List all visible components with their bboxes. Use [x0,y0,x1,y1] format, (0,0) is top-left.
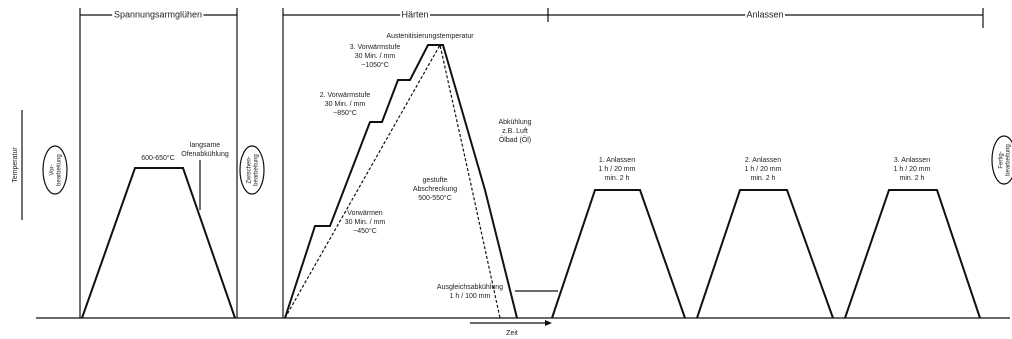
annotation: Ölbad (Öl) [499,136,531,144]
annotation: 1 h / 20 mm [745,166,782,173]
annotation: Vorwärmen [347,210,383,217]
stage-label: bearbeitung [254,154,260,186]
annotation: 500-550°C [418,194,452,202]
stage-label: Zwischen- [247,156,253,183]
annotation: min. 2 h [751,175,776,182]
stage-label: Fertig- [999,151,1005,168]
stage-label: bearbeitung [1006,144,1012,176]
annotation: min. 2 h [900,175,925,182]
stage-label: Vor- [50,164,56,175]
annotation: ~1050°C [361,61,389,69]
annotation: 2. Anlassen [745,157,781,164]
annotation: 1 h / 100 mm [450,293,491,300]
annotation: Abkühlung [498,119,531,126]
annotation: 1 h / 20 mm [599,166,636,173]
annotation: 30 Min. / mm [345,219,386,226]
annotation: 1. Anlassen [599,157,635,164]
annotation: 3. Vorwärmstufe [350,44,401,51]
annotation: min. 2 h [605,175,630,182]
section-title: Härten [401,9,428,19]
annotation: ~450°C [353,227,377,235]
section-title: Spannungsarmglühen [114,9,202,19]
x-axis-label: Zeit [506,330,518,337]
annotation: 600-650°C [141,154,175,162]
temperature-curves [81,43,981,319]
y-axis-label: Temperatur [12,147,19,183]
annotation: 3. Anlassen [894,157,930,164]
annotation: gestufte [423,177,448,184]
annotation: 30 Min. / mm [355,53,396,60]
annotation: Abschreckung [413,186,457,193]
stage-ellipses [42,135,1012,195]
section-title: Anlassen [746,9,783,19]
annotation: z.B. Luft [502,128,528,135]
annotation: Ausgleichsabkühlung [437,284,503,291]
frame [21,8,1010,326]
stage-label: bearbeitung [57,154,63,186]
annotation: Austenitisierungstemperatur [386,33,474,40]
annotation: Ofenabkühlung [181,151,229,158]
annotation: ~850°C [333,109,357,117]
annotation: 2. Vorwärmstufe [320,92,371,99]
annotation: langsame [190,142,220,149]
annotation: 1 h / 20 mm [894,166,931,173]
annotation: 30 Min. / mm [325,101,366,108]
